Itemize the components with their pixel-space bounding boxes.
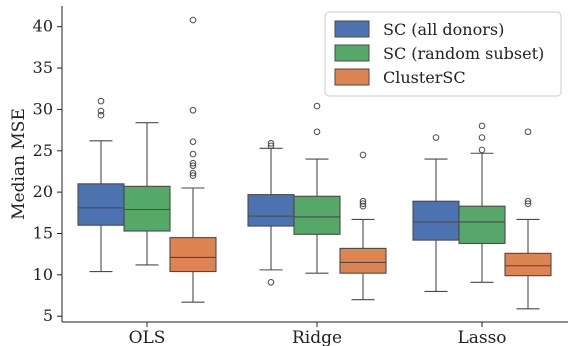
outlier-point	[524, 200, 532, 208]
legend-swatch	[334, 68, 370, 86]
outlier-point	[359, 197, 367, 205]
outlier-point	[97, 107, 105, 115]
outlier-point	[313, 128, 321, 136]
iqr-box	[412, 200, 460, 241]
outlier-point	[267, 278, 275, 286]
legend-swatch	[334, 44, 370, 62]
y-tick-label: 20	[33, 182, 53, 201]
x-tick-label: Lasso	[457, 328, 506, 346]
legend-swatch	[334, 20, 370, 38]
box-ridge-series-1	[247, 140, 295, 286]
box-ridge-series-2	[293, 102, 341, 274]
legend-frame	[324, 11, 562, 97]
box-ridge-series-3	[339, 151, 387, 301]
outlier-point	[524, 197, 532, 205]
outlier-point	[189, 150, 197, 158]
iqr-box	[247, 194, 295, 227]
y-axis-label: Median MSE	[9, 108, 29, 220]
outlier-point	[189, 16, 197, 24]
y-tick-label: 30	[33, 99, 53, 118]
outlier-point	[97, 97, 105, 105]
outlier-point	[478, 146, 486, 154]
y-tick-label: 10	[33, 265, 53, 284]
box-lasso-series-3	[504, 128, 552, 310]
outlier-point	[478, 122, 486, 130]
outlier-point	[189, 106, 197, 114]
x-axis-ticks: OLS Ridge Lasso	[129, 322, 507, 346]
outlier-point	[359, 151, 367, 159]
legend: SC (all donors) SC (random subset) Cluster…	[324, 11, 562, 97]
y-tick-label: 15	[33, 223, 53, 242]
iqr-box	[339, 247, 387, 274]
legend-label: ClusterSC	[383, 68, 466, 87]
outlier-point	[189, 172, 197, 179]
outlier-point	[97, 111, 105, 119]
outlier-point	[189, 138, 197, 145]
iqr-box	[458, 205, 506, 244]
outlier-point	[267, 142, 275, 150]
x-tick-label: OLS	[129, 328, 166, 346]
iqr-box	[169, 237, 217, 273]
iqr-box	[77, 183, 125, 226]
iqr-box	[293, 195, 341, 235]
outlier-point	[267, 140, 275, 147]
y-tick-label: 35	[33, 58, 53, 77]
box-ols-series-2	[123, 122, 171, 266]
legend-label: SC (random subset)	[383, 44, 544, 63]
box-lasso-series-2	[458, 122, 506, 283]
legend-label: SC (all donors)	[383, 20, 504, 39]
y-axis-ticks: 5 10 15 20 25 30 35 40	[33, 17, 62, 325]
outlier-point	[189, 159, 197, 167]
box-lasso-series-1	[412, 134, 460, 292]
outlier-point	[359, 200, 367, 208]
x-tick-label: Ridge	[292, 328, 342, 346]
iqr-box	[123, 185, 171, 232]
y-tick-label: 5	[43, 306, 53, 325]
box-ols-series-1	[77, 97, 125, 273]
iqr-box	[504, 252, 552, 277]
outlier-point	[524, 128, 532, 136]
axes	[61, 6, 568, 323]
outlier-point	[189, 162, 197, 169]
y-tick-label: 40	[33, 17, 53, 36]
outlier-point	[189, 169, 197, 177]
box-ols-series-3	[169, 16, 217, 303]
outlier-point	[478, 134, 486, 141]
y-tick-label: 25	[33, 141, 53, 160]
outlier-point	[432, 134, 440, 141]
outlier-point	[359, 202, 367, 210]
box-groups	[77, 16, 552, 310]
outlier-point	[313, 102, 321, 110]
